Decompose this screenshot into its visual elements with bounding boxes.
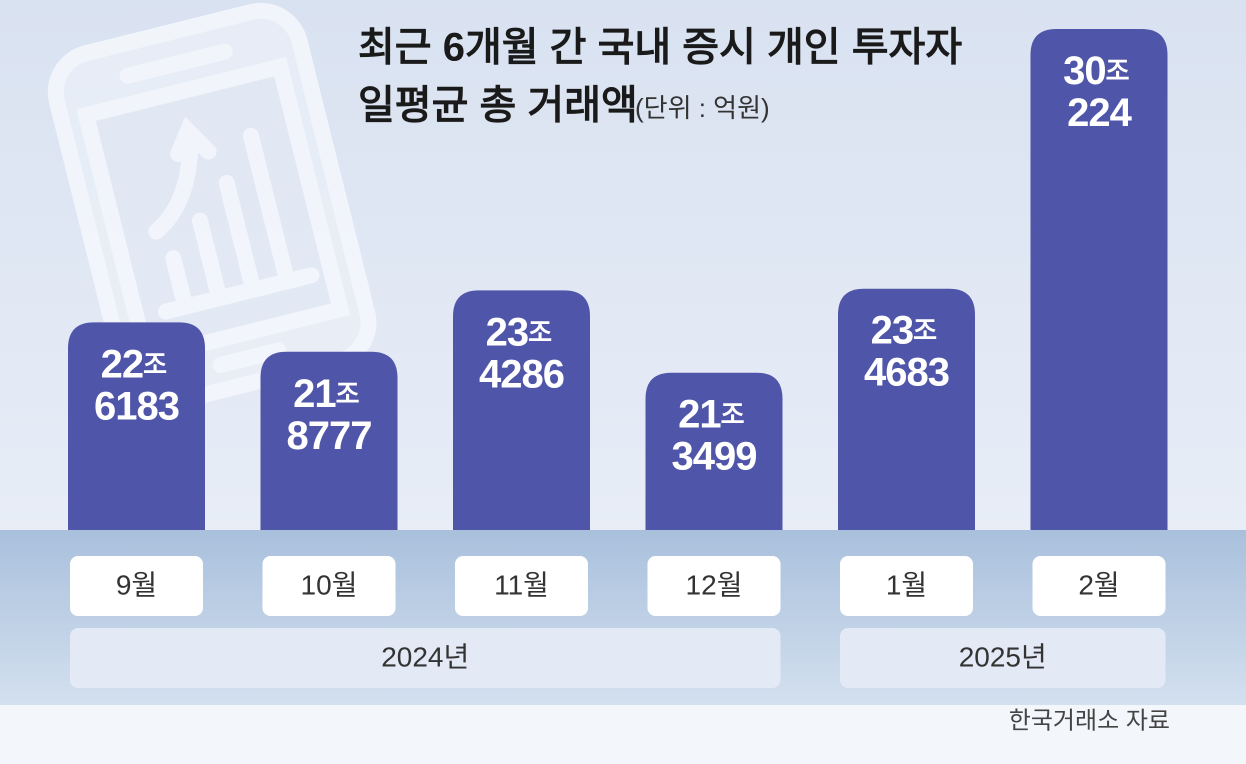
unit-note: (단위 : 억원): [635, 93, 770, 123]
value-label: 21조 8777: [287, 371, 372, 457]
x-tick-label: 11월: [494, 569, 549, 600]
value-label: 22조 6183: [94, 342, 179, 428]
phone-icon: [47, 2, 377, 412]
x-tick-label: 1월: [886, 569, 927, 600]
chart-title: 최근 6개월 간 국내 증시 개인 투자자: [358, 26, 962, 70]
chart-title-line2: 일평균 총 거래액: [358, 84, 638, 128]
source: 한국거래소 자료: [1009, 707, 1170, 734]
month-box: [647, 556, 781, 616]
bar: [68, 322, 205, 530]
year-label: 2025년: [959, 641, 1047, 672]
value-label: 21조 3499: [672, 392, 757, 478]
year-label: 2024년: [381, 641, 469, 672]
bar: [453, 290, 590, 530]
year-box: [840, 628, 1166, 688]
x-tick-label: 9월: [116, 569, 157, 600]
value-label: 23조 4683: [864, 308, 949, 394]
bar: [260, 351, 398, 530]
month-box: [1032, 556, 1166, 616]
year-box: [70, 628, 781, 688]
x-tick-label: 12월: [686, 569, 743, 600]
bar: [838, 288, 975, 530]
bar: [1030, 29, 1168, 530]
value-label: 30조 224: [1063, 49, 1135, 135]
month-box: [455, 556, 588, 616]
x-tick-label: 10월: [301, 569, 358, 600]
bar: [645, 372, 783, 530]
month-box: [262, 556, 396, 616]
value-label: 23조 4286: [479, 310, 564, 396]
month-box: [70, 556, 203, 616]
x-tick-label: 2월: [1078, 569, 1119, 600]
month-box: [840, 556, 973, 616]
footer-band: [0, 705, 1246, 764]
